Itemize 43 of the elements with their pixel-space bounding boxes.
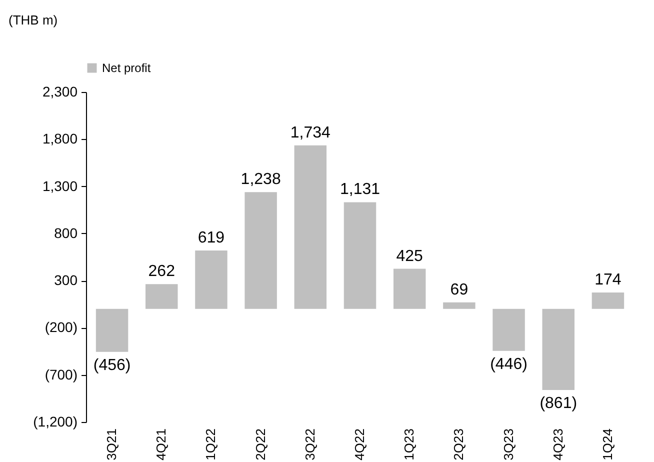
- y-tick-label: 300: [54, 272, 78, 288]
- data-label: 262: [148, 263, 176, 280]
- y-tick-label: 2,300: [42, 84, 78, 100]
- x-tick-label: 4Q21: [154, 428, 169, 460]
- data-label: 619: [198, 229, 225, 246]
- data-label: 1,734: [290, 124, 331, 142]
- bar: [294, 145, 327, 309]
- data-label: 174: [594, 271, 622, 288]
- bar: [344, 202, 376, 309]
- data-label: 1,238: [240, 171, 281, 188]
- bar: [443, 302, 476, 309]
- y-tick-label: 1,800: [42, 130, 78, 147]
- x-tick-label: 3Q23: [500, 428, 516, 460]
- x-tick-label: 3Q22: [302, 428, 318, 460]
- y-tick-label: (700): [44, 366, 78, 382]
- bar: [542, 308, 574, 390]
- bar: [492, 308, 525, 351]
- y-tick-label: 1,300: [42, 178, 78, 194]
- y-tick-label: (200): [44, 319, 78, 336]
- y-axis-title: (THB m): [8, 12, 58, 28]
- x-tick-label: 2Q23: [451, 428, 466, 460]
- x-tick-label: 3Q21: [104, 428, 120, 460]
- x-tick-label: 1Q23: [402, 428, 417, 460]
- bar: [393, 268, 426, 309]
- legend-label: Net profit: [102, 61, 152, 75]
- bar: [195, 250, 228, 309]
- data-label: 69: [450, 281, 468, 298]
- bar: [244, 192, 277, 309]
- data-label: (446): [490, 356, 528, 373]
- bar: [96, 308, 128, 352]
- y-tick-label: (1,200): [33, 414, 78, 430]
- data-label: 1,131: [340, 181, 380, 198]
- x-tick-label: 1Q22: [203, 428, 218, 460]
- data-label: (456): [93, 356, 131, 374]
- x-tick-label: 1Q24: [600, 428, 615, 460]
- bar: [146, 284, 178, 309]
- x-tick-label: 4Q23: [550, 428, 566, 460]
- x-tick-label: 4Q22: [352, 428, 367, 460]
- bar: [592, 292, 624, 309]
- x-tick-label: 2Q22: [252, 428, 268, 460]
- data-label: 425: [396, 248, 424, 265]
- data-label: (861): [540, 395, 578, 412]
- y-tick-label: 800: [54, 224, 78, 241]
